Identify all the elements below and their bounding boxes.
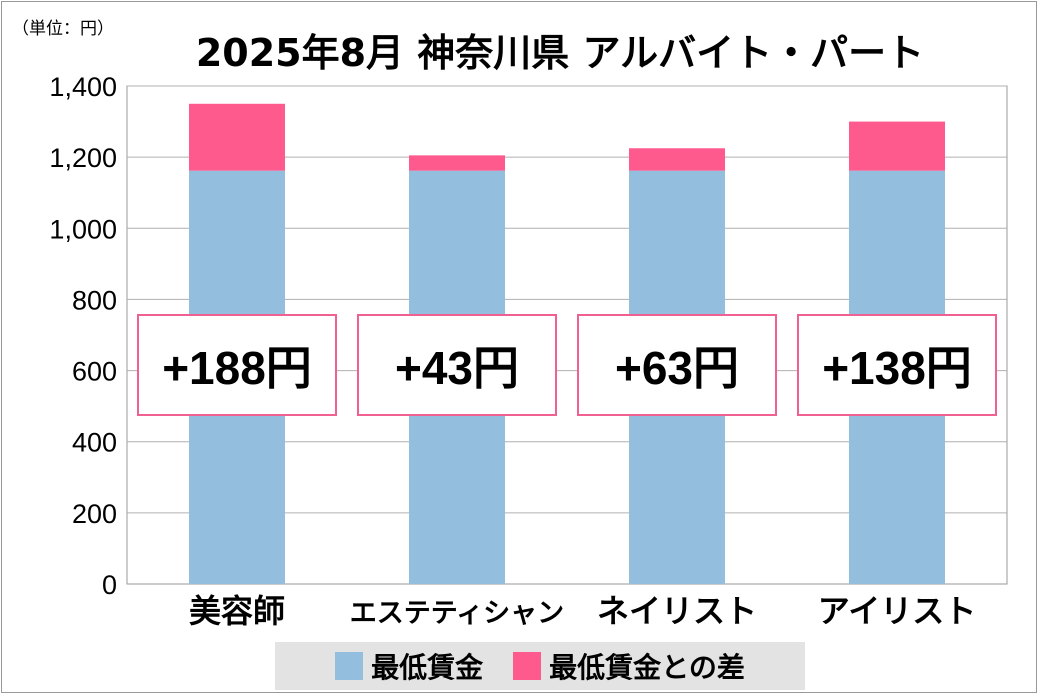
y-tick-label: 1,400 bbox=[49, 72, 117, 102]
bar-diff bbox=[189, 103, 285, 171]
bar-diff bbox=[629, 148, 725, 171]
x-tick-label: 美容師 bbox=[189, 592, 285, 630]
x-tick-label: エステティシャン bbox=[350, 598, 564, 629]
x-tick-label: ネイリスト bbox=[597, 592, 757, 630]
data-label-1: +43円 bbox=[357, 314, 557, 416]
data-label-3: +138円 bbox=[797, 314, 997, 416]
bar-diff bbox=[409, 155, 505, 171]
legend: 最低賃金 最低賃金との差 bbox=[275, 642, 805, 690]
y-tick-label: 800 bbox=[72, 285, 117, 315]
legend-item-diff: 最低賃金との差 bbox=[513, 646, 745, 686]
legend-label-diff: 最低賃金との差 bbox=[549, 651, 745, 684]
data-label-2: +63円 bbox=[577, 314, 777, 416]
legend-item-base: 最低賃金 bbox=[335, 646, 483, 686]
y-tick-label: 200 bbox=[72, 499, 117, 529]
y-tick-label: 1,200 bbox=[49, 143, 117, 173]
legend-label-base: 最低賃金 bbox=[371, 651, 484, 684]
y-tick-label: 600 bbox=[72, 357, 117, 387]
x-tick-label: アイリスト bbox=[818, 592, 976, 630]
legend-swatch-diff bbox=[513, 652, 542, 680]
y-tick-label: 1,000 bbox=[49, 214, 117, 244]
data-label-0: +188円 bbox=[137, 314, 337, 416]
chart-title: 2025年8月 神奈川県 アルバイト・パート bbox=[195, 31, 925, 75]
bar-diff bbox=[849, 121, 945, 171]
unit-label: （単位：円） bbox=[12, 19, 114, 39]
y-tick-label: 400 bbox=[72, 428, 117, 458]
legend-swatch-base bbox=[335, 652, 364, 680]
y-tick-label: 0 bbox=[102, 570, 117, 600]
